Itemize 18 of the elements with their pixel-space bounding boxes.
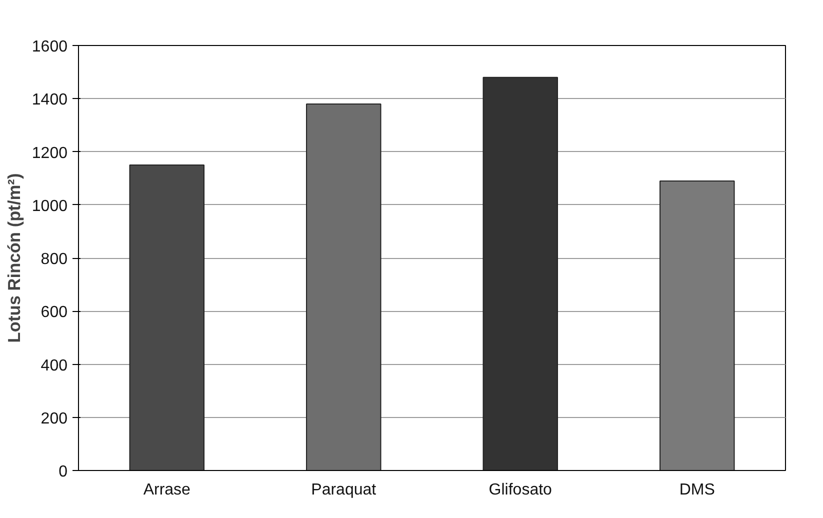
y-tick-label: 600	[40, 304, 68, 322]
bar	[129, 164, 204, 470]
x-tick-label: Paraquat	[311, 482, 377, 498]
y-tick-label: 1200	[32, 144, 68, 162]
x-tick-label: DMS	[679, 482, 715, 498]
y-tick-label: 0	[58, 464, 68, 480]
y-tick-label: 800	[40, 251, 68, 268]
bar	[306, 103, 382, 470]
y-tick-label: 1400	[32, 92, 68, 109]
x-tick-label: Arrase	[143, 482, 191, 498]
bar	[660, 180, 735, 470]
y-tick-label: 200	[40, 410, 68, 428]
bar	[482, 76, 558, 470]
y-tick-label: 1600	[32, 38, 68, 56]
y-tick-label: 1000	[32, 198, 68, 215]
x-tick-label: Glifosato	[488, 482, 552, 498]
y-tick-label: 400	[40, 357, 68, 374]
y-axis-title: Lotus Rincón (pt/m²)	[4, 173, 24, 343]
